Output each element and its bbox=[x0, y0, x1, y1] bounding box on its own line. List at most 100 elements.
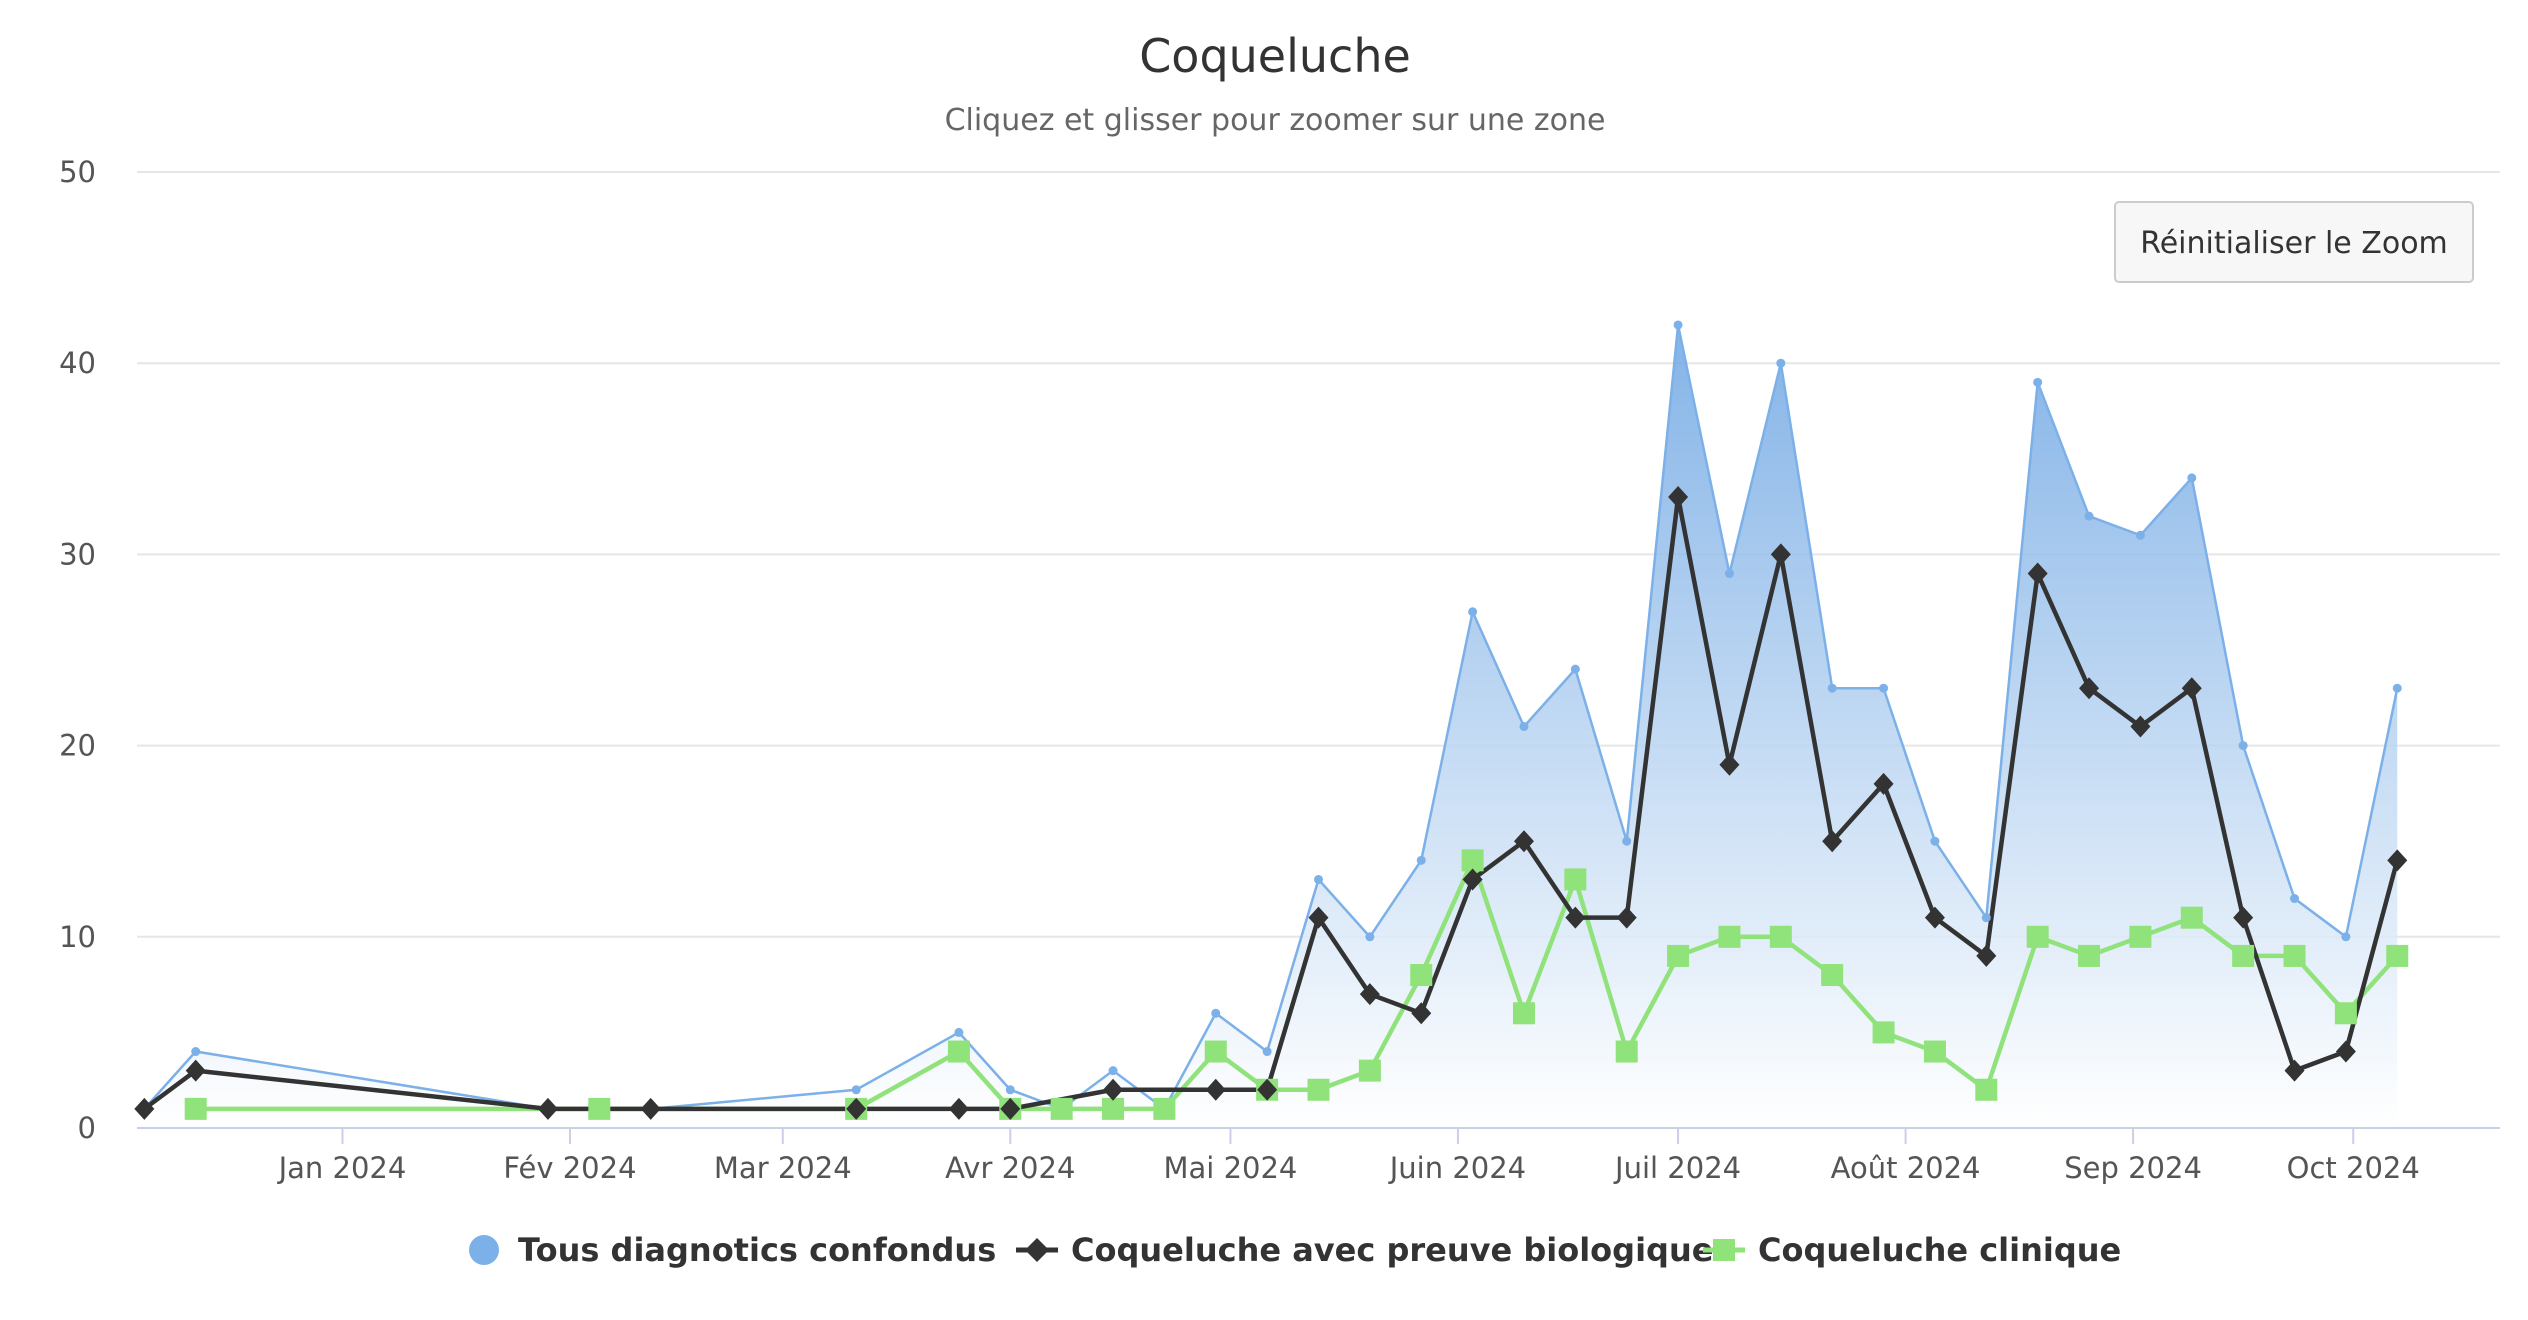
biological-point[interactable] bbox=[1565, 906, 1586, 929]
clinical-point[interactable] bbox=[1204, 1040, 1227, 1063]
area-point[interactable] bbox=[2341, 932, 2351, 942]
legend-item-all-diagnostics[interactable]: Tous diagnotics confondus bbox=[469, 1231, 996, 1269]
clinical-point[interactable] bbox=[2078, 944, 2101, 967]
clinical-point[interactable] bbox=[184, 1097, 207, 1120]
area-point[interactable] bbox=[1211, 1008, 1221, 1018]
biological-point[interactable] bbox=[2284, 1059, 2305, 1082]
clinical-point[interactable] bbox=[1769, 925, 1792, 948]
biological-point[interactable] bbox=[2130, 715, 2151, 738]
reset-zoom-button-bg[interactable] bbox=[2114, 201, 2474, 283]
biological-point[interactable] bbox=[2233, 906, 2254, 929]
biological-point[interactable] bbox=[640, 1097, 661, 1120]
biological-point[interactable] bbox=[1873, 772, 1894, 795]
clinical-point[interactable] bbox=[1564, 868, 1587, 891]
area-point[interactable] bbox=[2135, 530, 2145, 540]
area-point[interactable] bbox=[1673, 320, 1683, 330]
reset-zoom-button-label[interactable]: Réinitialiser le Zoom bbox=[2140, 226, 2448, 261]
clinical-point[interactable] bbox=[1358, 1059, 1381, 1082]
biological-point[interactable] bbox=[537, 1097, 558, 1120]
biological-point[interactable] bbox=[2181, 677, 2202, 700]
area-point[interactable] bbox=[191, 1047, 201, 1057]
clinical-point[interactable] bbox=[2386, 944, 2409, 967]
series-markers[interactable] bbox=[134, 320, 2409, 1120]
area-point[interactable] bbox=[954, 1027, 964, 1037]
biological-point[interactable] bbox=[1976, 944, 1997, 967]
clinical-point[interactable] bbox=[1975, 1078, 1998, 1101]
biological-point[interactable] bbox=[2079, 677, 2100, 700]
clinical-point[interactable] bbox=[1667, 944, 1690, 967]
reset-zoom-button[interactable]: Réinitialiser le Zoom bbox=[2114, 201, 2474, 283]
biological-point[interactable] bbox=[1822, 830, 1843, 853]
clinical-point[interactable] bbox=[1461, 849, 1484, 872]
clinical-point[interactable] bbox=[1153, 1097, 1176, 1120]
clinical-point[interactable] bbox=[2232, 944, 2255, 967]
clinical-point[interactable] bbox=[2180, 906, 2203, 929]
legend[interactable]: Tous diagnotics confondus Coqueluche ave… bbox=[469, 1231, 2121, 1269]
biological-point[interactable] bbox=[1257, 1078, 1278, 1101]
area-series[interactable] bbox=[143, 324, 2399, 1129]
area-point[interactable] bbox=[1879, 683, 1889, 693]
biological-point[interactable] bbox=[1668, 486, 1689, 509]
biological-point[interactable] bbox=[2335, 1040, 2356, 1063]
clinical-point[interactable] bbox=[2129, 925, 2152, 948]
clinical-point[interactable] bbox=[1050, 1097, 1073, 1120]
area-point[interactable] bbox=[1005, 1085, 1015, 1095]
area-point[interactable] bbox=[2084, 511, 2094, 521]
clinical-point[interactable] bbox=[1872, 1021, 1895, 1044]
area-point[interactable] bbox=[1365, 932, 1375, 942]
legend-item-clinical[interactable]: Coqueluche clinique bbox=[1703, 1231, 2121, 1269]
biological-point[interactable] bbox=[1103, 1078, 1124, 1101]
area-point[interactable] bbox=[2392, 683, 2402, 693]
biological-point[interactable] bbox=[1513, 830, 1534, 853]
clinical-point[interactable] bbox=[1821, 964, 1844, 987]
biological-point[interactable] bbox=[1359, 983, 1380, 1006]
area-point[interactable] bbox=[1519, 721, 1529, 731]
area-point[interactable] bbox=[2290, 894, 2300, 904]
area-point[interactable] bbox=[1416, 855, 1426, 865]
clinical-point[interactable] bbox=[2026, 925, 2049, 948]
clinical-point[interactable] bbox=[2283, 944, 2306, 967]
area-point[interactable] bbox=[851, 1085, 861, 1095]
clinical-point[interactable] bbox=[588, 1097, 611, 1120]
area-point[interactable] bbox=[1468, 607, 1478, 617]
area-point[interactable] bbox=[2238, 741, 2248, 751]
biological-point[interactable] bbox=[1770, 543, 1791, 566]
clinical-point[interactable] bbox=[1307, 1078, 1330, 1101]
biological-point[interactable] bbox=[1411, 1002, 1432, 1025]
biological-point[interactable] bbox=[1924, 906, 1945, 929]
biological-point[interactable] bbox=[2027, 562, 2048, 585]
biological-point[interactable] bbox=[1616, 906, 1637, 929]
clinical-point[interactable] bbox=[1512, 1002, 1535, 1025]
biological-point[interactable] bbox=[1000, 1097, 1021, 1120]
area-point[interactable] bbox=[2187, 473, 2197, 483]
area-point[interactable] bbox=[1314, 874, 1323, 884]
area-point[interactable] bbox=[1262, 1047, 1272, 1057]
biological-point[interactable] bbox=[134, 1097, 155, 1120]
area-point[interactable] bbox=[1622, 836, 1632, 846]
clinical-point[interactable] bbox=[1102, 1097, 1125, 1120]
biological-point[interactable] bbox=[2387, 849, 2408, 872]
clinical-point[interactable] bbox=[1718, 925, 1741, 948]
biological-point[interactable] bbox=[1462, 868, 1483, 891]
clinical-point[interactable] bbox=[947, 1040, 970, 1063]
area-point[interactable] bbox=[1930, 836, 1940, 846]
area-point[interactable] bbox=[1108, 1066, 1118, 1076]
area-point[interactable] bbox=[2033, 377, 2043, 387]
biological-point[interactable] bbox=[1308, 906, 1329, 929]
area-point[interactable] bbox=[1981, 913, 1991, 923]
area-point[interactable] bbox=[1570, 664, 1580, 674]
biological-point[interactable] bbox=[1205, 1078, 1226, 1101]
biological-point[interactable] bbox=[1719, 753, 1740, 776]
legend-item-biological[interactable]: Coqueluche avec preuve biologique bbox=[1016, 1231, 1713, 1269]
biological-point[interactable] bbox=[846, 1097, 867, 1120]
biological-point[interactable] bbox=[948, 1097, 969, 1120]
area-point[interactable] bbox=[1724, 569, 1734, 579]
area-point[interactable] bbox=[1776, 358, 1786, 368]
area-point[interactable] bbox=[1827, 683, 1837, 693]
clinical-point[interactable] bbox=[1410, 964, 1433, 987]
biological-point[interactable] bbox=[185, 1059, 206, 1082]
clinical-point[interactable] bbox=[2334, 1002, 2357, 1025]
clinical-point[interactable] bbox=[1923, 1040, 1946, 1063]
